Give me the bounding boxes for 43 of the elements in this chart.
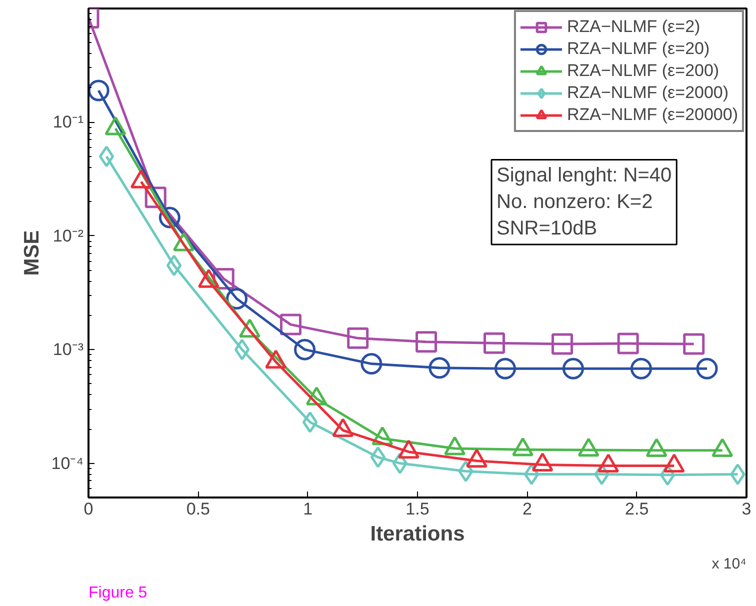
- point: [562, 358, 584, 380]
- x-tick-label: 2.5: [625, 500, 649, 518]
- point: [98, 146, 114, 168]
- x-tick-label: 1.5: [406, 500, 430, 518]
- point: [484, 332, 506, 354]
- x-tick-label: 2: [522, 500, 532, 518]
- annotation: Signal lenght: N=40 No. nonzero: K=2 SNR=10dB: [496, 164, 672, 240]
- point: [416, 331, 438, 353]
- point: [552, 333, 574, 355]
- point: [730, 464, 746, 486]
- caption: Figure 5: [88, 584, 148, 602]
- x-tick-label: 0.5: [186, 500, 210, 518]
- x-tick-label: 0: [84, 500, 94, 518]
- point: [302, 411, 318, 433]
- y-axis-title: MSE: [20, 230, 44, 276]
- point: [458, 460, 474, 482]
- point: [88, 80, 110, 102]
- x-tick-label: 3: [742, 500, 752, 518]
- y-tick-label: 10⁻³: [52, 340, 84, 360]
- point: [280, 314, 302, 336]
- point: [360, 353, 382, 375]
- x-tick-label: 1: [303, 500, 313, 518]
- legend-label: RZA−NLMF (ε=20): [566, 38, 710, 60]
- point: [696, 358, 718, 380]
- y-tick-label: 10⁻⁴: [51, 454, 84, 473]
- point: [234, 338, 250, 360]
- point: [683, 333, 705, 355]
- point: [347, 327, 369, 349]
- legend-label: RZA−NLMF (ε=200): [566, 60, 720, 82]
- legend-label: RZA−NLMF (ε=2): [566, 16, 700, 38]
- y-tick-label: 10⁻¹: [52, 112, 84, 132]
- y-tick-label: 10⁻²: [52, 226, 84, 246]
- point: [294, 338, 316, 360]
- legend-label: RZA−NLMF (ε=20000): [566, 104, 738, 126]
- point: [370, 446, 386, 468]
- point: [617, 332, 639, 354]
- x-axis-title: Iterations: [370, 522, 465, 546]
- point: [428, 357, 450, 379]
- point: [630, 358, 652, 380]
- text: x 10⁴: [712, 556, 747, 572]
- point: [166, 254, 182, 276]
- legend-label: RZA−NLMF (ε=2000): [566, 82, 729, 104]
- point: [494, 358, 516, 380]
